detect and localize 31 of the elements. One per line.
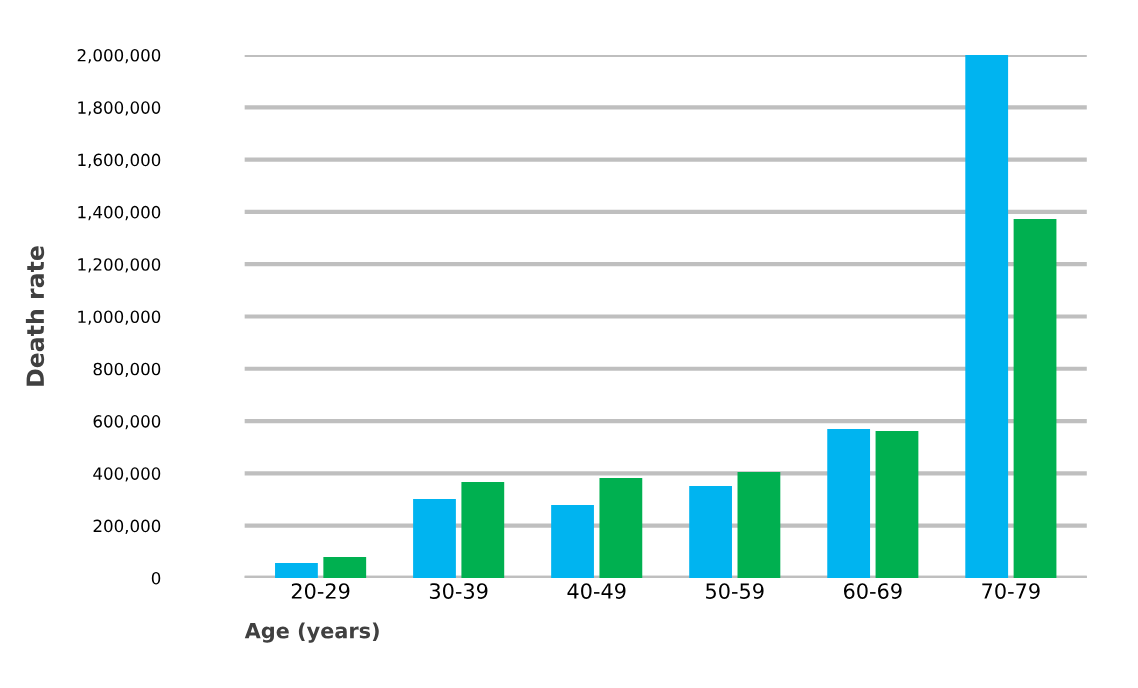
y-tick-label: 1,000,000 [78,310,161,325]
x-axis-title: Age (years) [244,622,379,643]
y-tick-label: 1,600,000 [78,153,161,168]
bar [875,430,919,578]
y-tick-label: 800,000 [93,362,161,378]
y-tick-label: 1,400,000 [78,205,161,221]
y-tick-label: 0 [151,571,161,585]
bar [737,472,781,578]
bar [323,557,367,578]
y-tick-label: 2,000,000 [77,49,161,64]
x-tick-label: 30-39 [429,583,488,599]
bar [1013,218,1057,578]
bar [827,428,871,578]
x-tick-label: 70-79 [982,583,1040,599]
y-tick-label: 400,000 [93,467,161,482]
x-tick-label: 50-59 [706,583,764,599]
bar [275,563,318,578]
bar [461,481,505,578]
bar [965,55,1009,578]
y-tick-label: 200,000 [93,519,161,534]
y-axis-title: Death rate [25,246,45,386]
bar [551,504,594,578]
bar [599,478,643,578]
x-tick-label: 20-29 [291,583,350,599]
x-tick-label: 40-49 [567,583,626,599]
y-tick-label: 1,200,000 [78,258,161,273]
y-tick-label: 1,800,000 [78,101,161,116]
x-tick-label: 60-69 [844,583,902,599]
bar [413,498,456,578]
y-tick-label: 600,000 [93,415,161,430]
bar [689,485,732,578]
